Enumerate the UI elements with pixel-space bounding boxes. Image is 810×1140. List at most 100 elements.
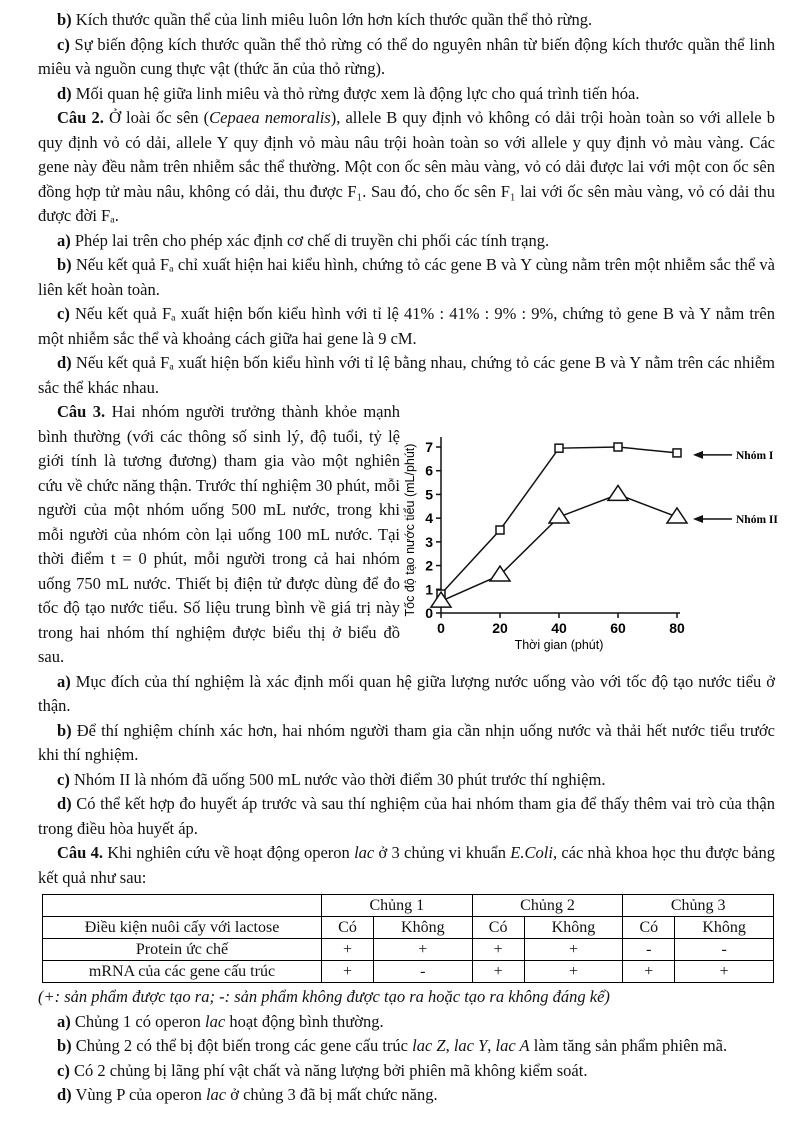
section-question-3: Câu 3. Hai nhóm người trưởng thành khỏe … — [38, 400, 775, 670]
paragraph: Câu 4. Khi nghiên cứu về hoạt động opero… — [38, 841, 775, 890]
x-axis-title: Thời gian (phút) — [515, 638, 604, 652]
text-segment: ở chủng 3 đã bị mất chức năng. — [226, 1085, 438, 1104]
paragraph: b) Chủng 2 có thể bị đột biến trong các … — [38, 1034, 775, 1059]
table-cell: Không — [523, 916, 624, 939]
x-tick-label: 80 — [669, 620, 685, 636]
item-label: d) — [57, 794, 72, 813]
data-point-square — [672, 448, 682, 458]
italic-term: lac A — [495, 1036, 530, 1055]
data-point-triangle — [606, 484, 630, 502]
data-point-triangle — [488, 564, 512, 582]
text-segment: Mối quan hệ giữa linh miêu và thỏ rừng đ… — [71, 83, 640, 103]
paragraph: b) Để thí nghiệm chính xác hơn, hai nhóm… — [38, 719, 775, 768]
section-question-3-options: a) Mục đích của thí nghiệm là xác định m… — [38, 670, 775, 891]
item-label: c) — [57, 34, 70, 54]
table-cell: + — [321, 960, 374, 983]
italic-term: Cepaea nemoralis — [209, 108, 331, 127]
text-segment: hoạt động bình thường. — [225, 1011, 384, 1031]
table-cell: + — [471, 938, 525, 961]
text-segment: Nếu kết quả Fₐ xuất hiện bốn kiểu hình v… — [38, 353, 775, 397]
table-cell: + — [523, 938, 624, 961]
paragraph: a) Chủng 1 có operon lac hoạt động bình … — [38, 1010, 775, 1035]
paragraph: a) Mục đích của thí nghiệm là xác định m… — [38, 670, 775, 719]
text-segment: , — [445, 1036, 454, 1055]
table-row: Điều kiện nuôi cấy với lactose Có Không Có K… — [42, 916, 774, 939]
italic-term: lac — [354, 843, 375, 862]
data-point-square — [613, 442, 623, 452]
text-segment: Khi nghiên cứu về hoạt động operon — [102, 843, 355, 862]
y-tick-label: 3 — [425, 534, 433, 550]
table-header-cell — [42, 894, 322, 917]
section-question-2: b) Kích thước quần thể của linh miêu luô… — [38, 8, 775, 400]
paragraph: d) Nếu kết quả Fₐ xuất hiện bốn kiểu hìn… — [38, 351, 775, 400]
text-segment: Để thí nghiệm chính xác hơn, hai nhóm ng… — [38, 720, 775, 765]
paragraph: b) Nếu kết quả Fₐ chỉ xuất hiện hai kiểu… — [38, 253, 775, 302]
table-cell: Có — [622, 916, 676, 939]
paragraph: a) Phép lai trên cho phép xác định cơ ch… — [38, 229, 775, 254]
item-label: b) — [57, 255, 72, 274]
paragraph: c) Nhóm II là nhóm đã uống 500 mL nước v… — [38, 768, 775, 793]
item-label: c) — [57, 1060, 70, 1080]
italic-term: lac — [205, 1085, 227, 1104]
y-tick-label: 7 — [425, 439, 433, 455]
text-segment: Nhóm II là nhóm đã uống 500 mL nước vào … — [69, 769, 606, 789]
table-cell: + — [523, 960, 624, 983]
table-header-cell: Chủng 2 — [471, 894, 624, 917]
table-header-row: Chủng 1 Chủng 2 Chủng 3 — [42, 894, 774, 917]
paragraph: c) Sự biến động kích thước quần thể thỏ … — [38, 33, 775, 82]
table-cell: Protein ức chế — [42, 938, 322, 961]
table-cell: - — [622, 938, 676, 961]
x-tick-label: 0 — [437, 620, 445, 636]
legend-label: Nhóm II — [736, 514, 778, 526]
text-segment: Kích thước quần thể của linh miêu luôn l… — [71, 10, 593, 29]
text-segment: làm tăng sản phẩm phiên mã. — [529, 1036, 728, 1055]
text-segment: Chủng 2 có thể bị đột biến trong các gen… — [71, 1036, 413, 1055]
table-caption: (+: sản phẩm được tạo ra; -: sản phẩm kh… — [38, 987, 610, 1006]
y-tick-label: 4 — [425, 510, 433, 526]
text-segment: Hai nhóm người trưởng thành khỏe mạnh bì… — [38, 402, 401, 666]
item-label: b) — [57, 720, 72, 740]
table-header-cell: Chủng 3 — [622, 894, 774, 917]
item-label: b) — [57, 1036, 72, 1055]
table-cell: + — [622, 960, 676, 983]
text-segment: Có thể kết hợp đo huyết áp trước và sau … — [38, 794, 775, 838]
text-segment: , các nhà khoa học thu được bảng kết quả… — [38, 843, 775, 887]
table-cell: + — [674, 960, 774, 983]
table-cell: Có — [321, 916, 374, 939]
question-3-intro: Câu 3. Hai nhóm người trưởng thành khỏe … — [38, 400, 400, 670]
data-point-square — [554, 443, 564, 453]
item-label: a) — [57, 1011, 71, 1031]
italic-term: lac — [205, 1011, 226, 1031]
x-tick-label: 40 — [551, 620, 567, 636]
y-tick-label: 1 — [425, 581, 433, 597]
item-label: Câu 2. — [57, 108, 104, 127]
item-label: Câu 4. — [57, 843, 103, 862]
paragraph: c) Có 2 chủng bị lãng phí vật chất và nă… — [38, 1059, 775, 1084]
paragraph: Câu 2. Ở loài ốc sên (Cepaea nemoralis),… — [38, 106, 775, 229]
paragraph: d) Mối quan hệ giữa linh miêu và thỏ rừn… — [38, 82, 775, 107]
text-segment: Sự biến động kích thước quần thể thỏ rừn… — [38, 34, 775, 79]
table-header-cell: Chủng 1 — [321, 894, 473, 917]
item-label: a) — [57, 230, 71, 250]
item-label: d) — [57, 353, 72, 372]
item-label: b) — [57, 10, 72, 29]
arrow-head-icon — [693, 450, 703, 459]
text-segment: Có 2 chủng bị lãng phí vật chất và năng … — [69, 1060, 588, 1080]
text-segment: Chủng 1 có operon — [70, 1011, 206, 1031]
legend-label: Nhóm I — [736, 450, 774, 462]
table-cell: + — [372, 938, 473, 961]
x-tick-label: 20 — [492, 620, 508, 636]
document-body: b) Kích thước quần thể của linh miêu luô… — [38, 8, 775, 1108]
item-label: c) — [57, 769, 70, 789]
table-row: Protein ức chế + + + + - - — [42, 938, 774, 961]
item-label: Câu 3. — [57, 402, 106, 421]
y-tick-label: 5 — [425, 486, 433, 502]
table-cell: Không — [372, 916, 473, 939]
y-tick-label: 6 — [425, 463, 433, 479]
data-point-triangle — [547, 506, 571, 524]
table-cell: mRNA của các gene cấu trúc — [42, 960, 322, 983]
section-question-4-options: a) Chủng 1 có operon lac hoạt động bình … — [38, 1010, 775, 1108]
arrow-head-icon — [693, 514, 703, 523]
data-point-triangle — [429, 590, 453, 608]
table-cell: - — [372, 960, 473, 983]
